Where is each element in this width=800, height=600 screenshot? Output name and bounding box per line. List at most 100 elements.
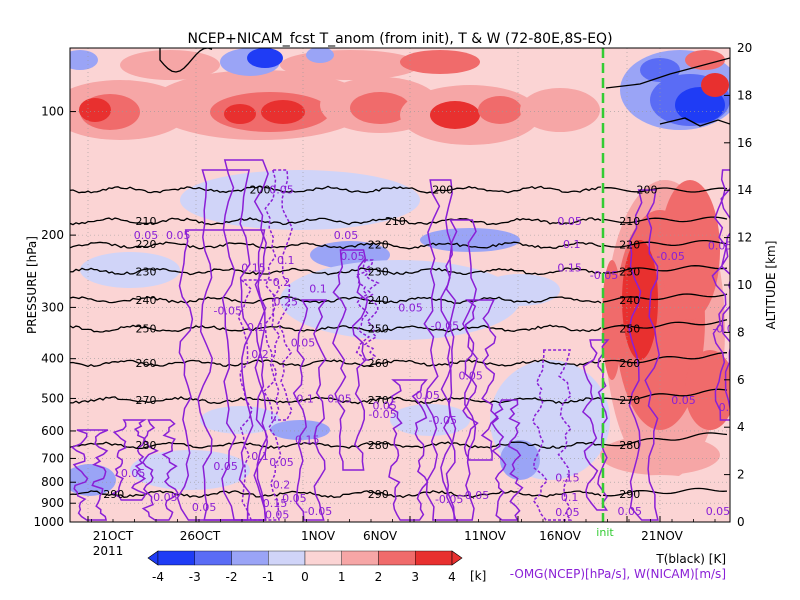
y2-tick-label: 14 <box>737 183 752 197</box>
temperature-contour-label: 250 <box>136 323 157 336</box>
x-tick-label: 1NOV <box>301 529 336 543</box>
temperature-contours <box>70 48 730 499</box>
y-tick-label: 1000 <box>33 515 64 529</box>
omega-contour <box>581 339 610 511</box>
omega-contour <box>262 169 294 421</box>
omega-contour-label: 0.05 <box>340 250 365 263</box>
omega-contour-label: 0.05 <box>719 401 744 414</box>
legend-omega: -OMG(NCEP)[hPa/s], W(NICAM)[m/s] <box>510 567 726 581</box>
omega-contour <box>462 299 499 461</box>
omega-contour-label: 0.05 <box>398 301 423 314</box>
anomaly-blob <box>640 58 680 82</box>
y-axis-label: PRESSURE [hPa] <box>25 236 39 334</box>
y2-tick-label: 0 <box>737 515 745 529</box>
colorbar-label: 2 <box>375 570 383 584</box>
temperature-contour-label: 220 <box>136 238 157 251</box>
omega-contour-label: 0.25 <box>274 295 299 308</box>
omega-contour-label: 0.1 <box>247 321 265 334</box>
colorbar-swatch <box>268 550 306 566</box>
temperature-contour-right <box>602 293 728 303</box>
temperature-contour-right <box>603 388 728 401</box>
temperature-contour-label: 270 <box>368 394 389 407</box>
omega-contour-label: 0.05 <box>166 229 191 242</box>
x-tick-label: 11NOV <box>464 529 506 543</box>
omega-contour <box>531 349 573 521</box>
y-tick-label: 900 <box>41 496 64 510</box>
omega-contour-label: 0.2 <box>273 478 291 491</box>
temperature-contour-label: 260 <box>136 357 157 370</box>
temperature-contour-left <box>70 217 602 226</box>
y2-tick-label: 18 <box>737 88 752 102</box>
anomaly-blob <box>500 440 540 480</box>
colorbar-swatch <box>157 550 195 566</box>
y-tick-label: 500 <box>41 391 64 405</box>
omega-contour-label: 0.05 <box>291 336 316 349</box>
omega-contour-label: 0.1 <box>309 283 327 296</box>
colorbar-swatch <box>231 550 269 566</box>
colorbar: -4 -3 -2 -1 0 1 2 3 4 <box>147 550 463 584</box>
temperature-contour-left <box>70 324 602 333</box>
temperature-contour-label: 210 <box>136 215 157 228</box>
colorbar-label: 4 <box>448 570 456 584</box>
colorbar-arrow-left <box>147 550 159 566</box>
colorbar-label: -4 <box>152 570 164 584</box>
omega-contour-label: 0.05 <box>557 215 582 228</box>
omega-contour-label: -0.05 <box>431 319 459 332</box>
temperature-contour-left <box>70 441 602 450</box>
x-year-label: 2011 <box>93 544 124 558</box>
omega-contour-label: 0.05 <box>134 229 159 242</box>
temperature-contour-label: 220 <box>619 239 640 252</box>
anomaly-blob <box>120 50 220 80</box>
omega-contour-label: 0.05 <box>706 505 731 518</box>
temperature-contour-label: 200 <box>637 184 658 197</box>
y2-tick-label: 2 <box>737 468 745 482</box>
anomaly-blob <box>80 252 180 288</box>
temperature-contour-190 <box>659 117 730 127</box>
omega-contour-label: 0.05 <box>372 399 397 412</box>
omega-contour-label: 0.2 <box>251 348 269 361</box>
y-tick-label: 300 <box>41 300 64 314</box>
temperature-contour-label: 270 <box>136 394 157 407</box>
temperature-contour-label: 290 <box>766 488 787 501</box>
omega-contour-label: 0.1 <box>296 392 314 405</box>
anomaly-blob <box>600 435 720 475</box>
temperature-contour-label: 220 <box>368 239 389 252</box>
omega-contour-label: 0.15 <box>555 472 580 485</box>
temperature-contour-label: 210 <box>385 215 406 228</box>
omega-contour-label: 0.2 <box>273 276 291 289</box>
omega-contour <box>387 379 429 521</box>
y2-tick-label: 12 <box>737 231 752 245</box>
anomaly-blob <box>660 180 720 320</box>
temperature-contour-label: 280 <box>619 439 640 452</box>
x-tick-label: 21NOV <box>641 529 683 543</box>
temperature-contour-left <box>70 296 602 304</box>
omega-contour-label: 0.05 <box>747 376 772 389</box>
omega-contour-label: 0.05 <box>618 505 643 518</box>
temperature-contour-right <box>602 487 728 497</box>
chart-title: NCEP+NICAM_fcst T_anom (from init), T & … <box>187 31 612 47</box>
anomaly-blob <box>261 100 305 124</box>
temperature-contour-right <box>602 265 728 274</box>
x-tick-label: 26OCT <box>180 529 221 543</box>
temperature-contour-label: 270 <box>619 394 640 407</box>
anomaly-blob <box>247 48 283 68</box>
omega-contour <box>292 299 328 521</box>
temperature-contour-label: 280 <box>368 439 389 452</box>
y2-tick-label: 16 <box>737 136 752 150</box>
omega-contour-label: 0.05 <box>415 389 440 402</box>
temperature-contour-label: 280 <box>136 439 157 452</box>
temperature-contour-left <box>70 185 602 194</box>
omega-contour-label: -0.05 <box>435 493 463 506</box>
omega-contour-label: 0.05 <box>269 456 294 469</box>
omega-contour-label: -0.05 <box>429 414 457 427</box>
omega-contour-label: 0.05 <box>192 501 217 514</box>
omega-contour-label: 0.05 <box>792 248 800 261</box>
y-tick-label: 600 <box>41 424 64 438</box>
temperature-contour-label: 210 <box>619 215 640 228</box>
omega-contour-label: 0.05 <box>555 506 580 519</box>
y2-tick-label: 6 <box>737 373 745 387</box>
temperature-contour-label: 200 <box>250 184 271 197</box>
